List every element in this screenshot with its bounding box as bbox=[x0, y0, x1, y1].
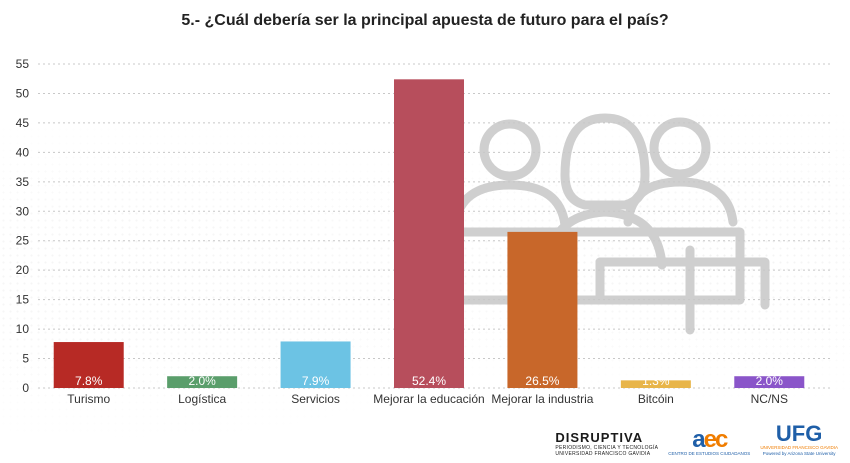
aec-sub: CENTRO DE ESTUDIOS CIUDADANOS bbox=[668, 451, 751, 456]
y-axis: 0 5 10 15 20 25 30 35 40 45 50 55 bbox=[16, 57, 30, 395]
ufg-sub2: Powered by Arizona State University bbox=[762, 451, 836, 456]
bar bbox=[394, 79, 464, 389]
bar bbox=[167, 376, 238, 388]
x-tick-label: Bitcóin bbox=[638, 392, 674, 406]
y-tick-label: 35 bbox=[16, 175, 30, 189]
bar bbox=[53, 342, 124, 388]
y-tick-label: 50 bbox=[16, 86, 30, 100]
aec-mark: aec bbox=[692, 426, 729, 453]
bar bbox=[620, 380, 691, 388]
x-tick-label: Logística bbox=[178, 392, 226, 406]
footer-logos: DISRUPTIVA PERIODISMO, CIENCIA Y TECNOLO… bbox=[555, 423, 838, 458]
data-label: 7.8% bbox=[75, 374, 103, 388]
y-tick-label: 5 bbox=[22, 352, 29, 366]
data-label: 26.5% bbox=[525, 374, 559, 388]
y-tick-label: 10 bbox=[16, 322, 30, 336]
x-tick-label: Turismo bbox=[67, 392, 110, 406]
y-tick-label: 15 bbox=[16, 293, 30, 307]
data-label: 1.3% bbox=[642, 374, 670, 388]
bar bbox=[734, 376, 805, 388]
x-tick-label: Mejorar la educación bbox=[373, 392, 484, 406]
data-label: 2.0% bbox=[756, 374, 784, 388]
data-label: 2.0% bbox=[188, 374, 216, 388]
value-labels: 7.8% 2.0% 7.9% 52.4% 26.5% 1.3% 2.0% bbox=[75, 374, 783, 388]
gridlines bbox=[38, 63, 832, 389]
ufg-sub1: UNIVERSIDAD FRANCISCO GAVIDIA bbox=[760, 445, 838, 450]
x-tick-label: Servicios bbox=[291, 392, 340, 406]
aec-mark-ec: ec bbox=[703, 426, 729, 453]
aec-mark-a: a bbox=[692, 426, 705, 453]
y-tick-label: 40 bbox=[16, 145, 30, 159]
ufg-logo: UFG UNIVERSIDAD FRANCISCO GAVIDIA Powere… bbox=[760, 423, 838, 457]
x-tick-label: NC/NS bbox=[751, 392, 788, 406]
ufg-mark: UFG bbox=[775, 421, 823, 446]
disruptiva-sub1: PERIODISMO, CIENCIA Y TECNOLOGÍA bbox=[555, 445, 659, 451]
bars bbox=[53, 79, 805, 389]
y-tick-label: 30 bbox=[16, 204, 30, 218]
disruptiva-sub2: UNIVERSIDAD FRANCISCO GAVIDIA bbox=[555, 451, 651, 457]
chart-title: 5.- ¿Cuál debería ser la principal apues… bbox=[181, 12, 669, 29]
y-tick-label: 20 bbox=[16, 263, 30, 277]
x-tick-label: Mejorar la industria bbox=[491, 392, 593, 406]
disruptiva-logo: DISRUPTIVA PERIODISMO, CIENCIA Y TECNOLO… bbox=[555, 430, 658, 457]
aec-logo: aec CENTRO DE ESTUDIOS CIUDADANOS bbox=[668, 426, 751, 457]
bar bbox=[507, 231, 578, 388]
data-label: 7.9% bbox=[302, 374, 330, 388]
disruptiva-name: DISRUPTIVA bbox=[555, 430, 644, 445]
y-tick-label: 45 bbox=[16, 116, 30, 130]
y-tick-label: 0 bbox=[22, 381, 29, 395]
audience-illustration bbox=[433, 113, 770, 335]
bar bbox=[280, 341, 351, 388]
x-axis: Turismo Logística Servicios Mejorar la educ… bbox=[67, 392, 788, 406]
y-tick-label: 55 bbox=[16, 57, 30, 71]
data-label: 52.4% bbox=[412, 374, 446, 388]
y-tick-label: 25 bbox=[16, 234, 30, 248]
